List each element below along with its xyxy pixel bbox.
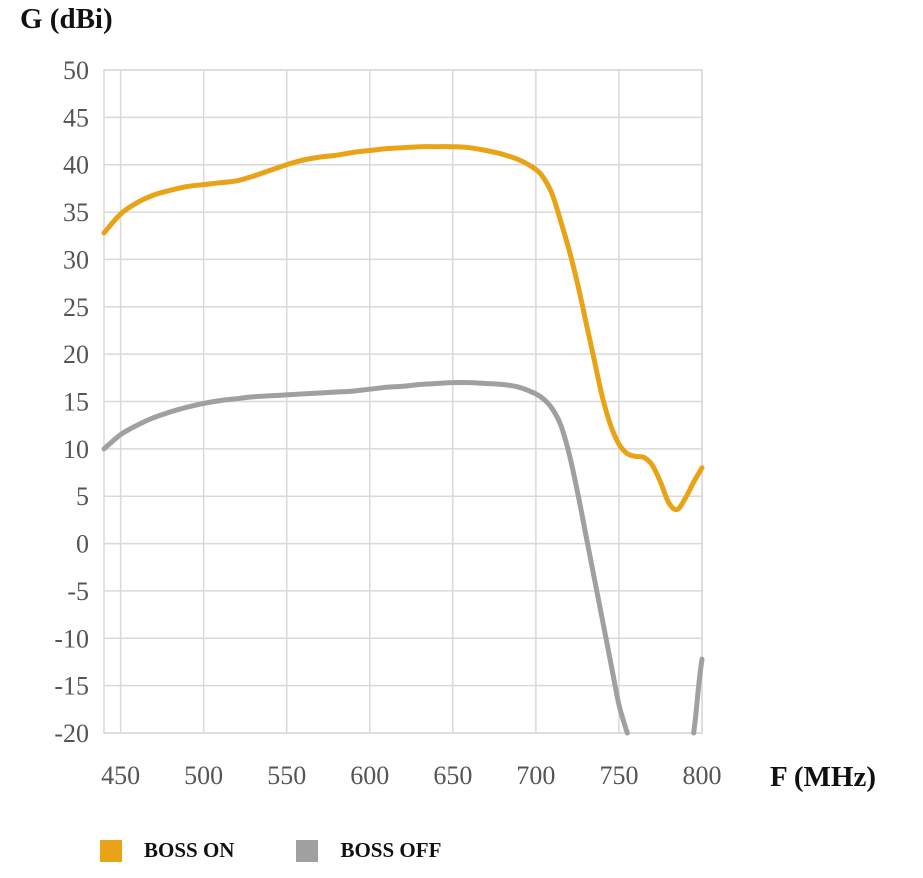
legend-item-boss-on: BOSS ON	[100, 838, 234, 863]
y-tick-label-45: 45	[63, 103, 89, 132]
y-tick-label-30: 30	[63, 245, 89, 274]
y-tick-label-25: 25	[63, 293, 89, 322]
x-axis-title: F (MHz)	[770, 761, 876, 793]
x-tick-label-600: 600	[350, 761, 389, 790]
y-tick-label-35: 35	[63, 198, 89, 227]
y-tick-label-50: 50	[63, 56, 89, 85]
legend-label-boss-on: BOSS ON	[144, 838, 235, 862]
legend-swatch-boss-off	[296, 839, 319, 862]
x-tick-label-550: 550	[267, 761, 306, 790]
grid	[103, 69, 703, 734]
legend-item-boss-off: BOSS OFF	[296, 838, 441, 863]
x-tick-label-800: 800	[683, 761, 722, 790]
series-line-boss-off-tail	[691, 656, 705, 736]
legend-label-boss-off: BOSS OFF	[340, 838, 442, 862]
y-tick-label-40: 40	[63, 151, 89, 180]
y-tick-label-15: 15	[63, 388, 89, 417]
x-tick-label-700: 700	[516, 761, 555, 790]
y-tick-label--5: -5	[67, 577, 89, 606]
series-line-boss-on	[101, 144, 705, 513]
x-tick-label-450: 450	[101, 761, 140, 790]
y-tick-label-0: 0	[76, 530, 89, 559]
y-tick-label-5: 5	[76, 482, 89, 511]
x-tick-labels: 450 500 550 600 650 700 750 800	[101, 761, 721, 790]
legend-swatch-boss-on	[100, 839, 122, 862]
y-tick-label--15: -15	[54, 672, 89, 701]
x-tick-label-650: 650	[433, 761, 472, 790]
legend: BOSS ON BOSS OFF	[100, 838, 503, 863]
x-tick-label-750: 750	[599, 761, 638, 790]
series-line-boss-off	[101, 379, 630, 736]
y-tick-label--20: -20	[54, 719, 89, 748]
y-tick-label--10: -10	[54, 624, 89, 653]
x-tick-label-500: 500	[184, 761, 223, 790]
y-axis-title: G (dBi)	[20, 3, 113, 35]
y-tick-label-10: 10	[63, 435, 89, 464]
series-lines	[101, 144, 705, 736]
y-tick-label-20: 20	[63, 340, 89, 369]
